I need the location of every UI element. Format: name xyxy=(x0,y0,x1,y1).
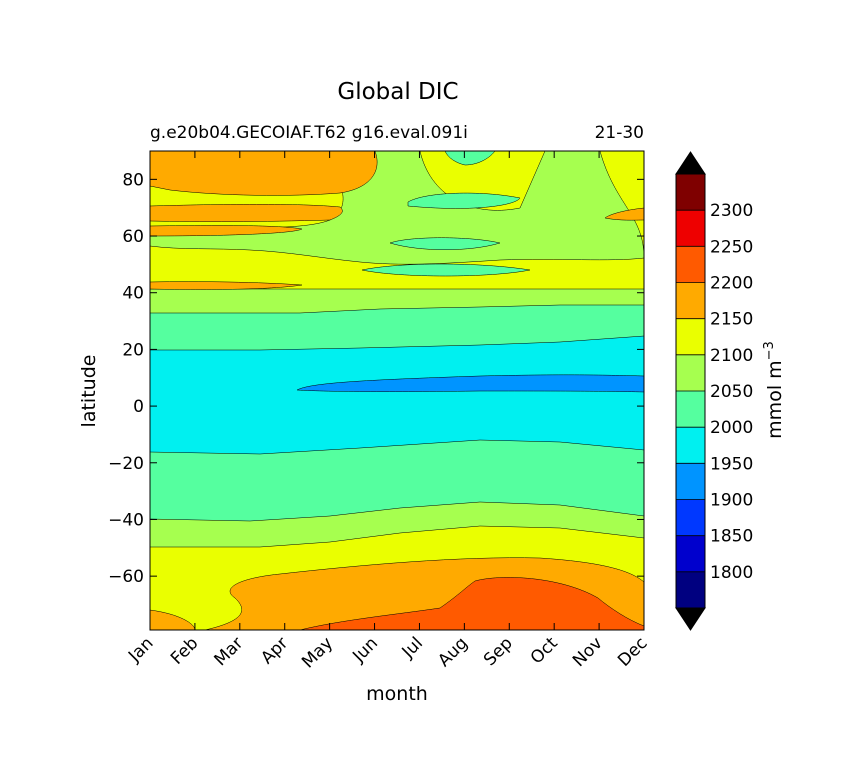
colorbar-segment xyxy=(676,246,705,283)
colorbar-segment xyxy=(676,427,705,464)
colorbar-tick-label: 1950 xyxy=(710,454,753,474)
x-axis-label: month xyxy=(366,683,428,705)
colorbar-tick-label: 2150 xyxy=(710,310,753,330)
colorbar-tick-label: 1800 xyxy=(710,563,753,583)
x-tick-label: Nov xyxy=(569,633,607,671)
y-tick-label: −40 xyxy=(108,510,144,530)
x-tick-label: Sep xyxy=(480,633,517,670)
colorbar-frame xyxy=(675,173,706,609)
colorbar-segment xyxy=(676,535,705,572)
x-tick-label: Jul xyxy=(398,633,427,662)
x-tick-label: Jan xyxy=(124,633,157,666)
y-tick-label: 20 xyxy=(122,340,144,360)
contour-2200-north-top xyxy=(150,151,378,196)
y-tick-label: −20 xyxy=(108,454,144,474)
colorbar-label: mmol m−3 xyxy=(762,341,786,439)
contour-2050-north-patch-mid xyxy=(407,192,521,209)
contour-2250-south xyxy=(299,577,644,630)
colorbar-tick-label: 1900 xyxy=(710,491,753,511)
colorbar-tick-label: 2300 xyxy=(710,201,753,221)
x-tick-label: Apr xyxy=(257,633,292,668)
y-tick-label: 80 xyxy=(122,170,144,190)
contour-2050-north-patch-top xyxy=(444,151,496,166)
colorbar: 1800 1850 1900 1950 2000 2050 2100 2150 2200 2250… xyxy=(675,151,753,631)
contour-2200-north-strip-1 xyxy=(150,204,343,222)
x-tick-label: Mar xyxy=(211,633,248,670)
y-ticks: 80 60 40 20 0 −20 −40 −60 xyxy=(108,170,644,587)
contour-2050-north-patch-low xyxy=(389,237,501,250)
chart-subtitle-right: 21-30 xyxy=(595,123,644,143)
colorbar-segment xyxy=(676,463,705,500)
contour-2200-north-strip-2 xyxy=(150,225,303,237)
colorbar-segment xyxy=(676,210,705,247)
x-tick-label: Jun xyxy=(348,633,382,667)
colorbar-tick-label: 1850 xyxy=(710,527,753,547)
colorbar-segment xyxy=(676,354,705,391)
x-tick-label: Aug xyxy=(434,633,472,671)
colorbar-segment xyxy=(676,282,705,319)
contour-2200-north-east-patch xyxy=(604,207,644,221)
colorbar-over-arrow xyxy=(675,151,706,175)
colorbar-segment xyxy=(676,571,705,608)
contour-1950-tropical xyxy=(296,374,644,393)
colorbar-tick-label: 2100 xyxy=(710,346,753,366)
plot-frame xyxy=(149,150,645,631)
x-tick-label: Dec xyxy=(614,633,651,670)
colorbar-segment xyxy=(676,391,705,428)
colorbar-tick-label: 2250 xyxy=(710,237,753,257)
chart-subtitle-left: g.e20b04.GECOIAF.T62 g16.eval.091i xyxy=(150,123,468,143)
colorbar-under-arrow xyxy=(675,607,706,631)
colorbar-tick-label: 2050 xyxy=(710,382,753,402)
y-tick-label: 40 xyxy=(122,284,144,304)
colorbar-tick-label: 2200 xyxy=(710,274,753,294)
x-tick-label: Oct xyxy=(527,633,562,668)
contour-2200-north-strip-3 xyxy=(150,281,303,290)
contour-2050-north-patch-bottom xyxy=(361,263,531,277)
contour-plot-area xyxy=(150,151,644,630)
y-tick-label: −60 xyxy=(108,567,144,587)
chart-title: Global DIC xyxy=(337,79,458,105)
x-tick-label: Feb xyxy=(167,633,202,668)
y-tick-label: 60 xyxy=(122,227,144,247)
y-tick-label: 0 xyxy=(133,397,144,417)
colorbar-label-superscript: −3 xyxy=(762,341,777,360)
x-tick-label: May xyxy=(298,633,337,672)
colorbar-tick-label: 2000 xyxy=(710,418,753,438)
y-axis-label: latitude xyxy=(78,355,100,428)
colorbar-segment xyxy=(676,318,705,355)
colorbar-segment xyxy=(676,174,705,211)
colorbar-segment xyxy=(676,499,705,536)
